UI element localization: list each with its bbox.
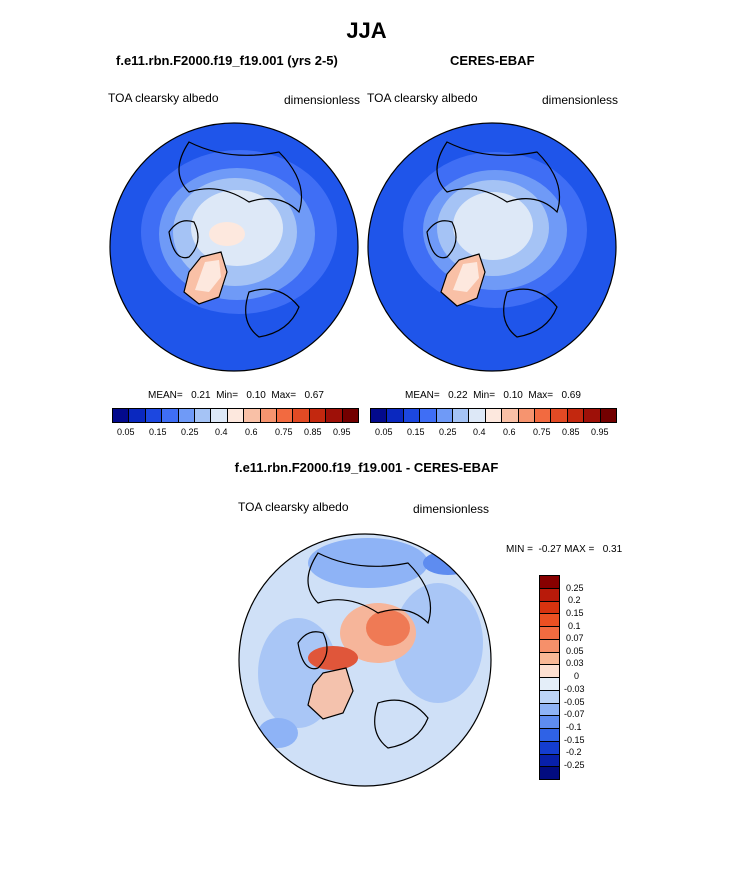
model-colorbar [112,408,359,423]
colorbar-swatch [540,754,559,768]
colorbar-swatch [540,639,559,653]
colorbar-swatch [113,409,130,422]
season-title: JJA [346,18,387,43]
diff-tick-label: 0.03 [566,658,584,668]
diff-tick-label: 0.2 [568,595,581,605]
diff-tick-label: -0.07 [564,709,585,719]
diff-tick-label: -0.05 [564,697,585,707]
diff-panel-title: f.e11.rbn.F2000.f19_f19.001 - CERES-EBAF [234,460,499,475]
model-panel-title: f.e11.rbn.F2000.f19_f19.001 (yrs 2-5) [116,53,338,68]
colorbar-swatch [540,601,559,615]
model-tick-label: 0.25 [181,427,199,437]
obs-albedo-map [367,122,617,372]
colorbar-swatch [195,409,212,422]
colorbar-swatch [535,409,552,422]
colorbar-swatch [540,627,559,640]
model-tick-label: 0.15 [149,427,167,437]
diff-tick-label: 0.05 [566,646,584,656]
colorbar-swatch [211,409,228,422]
obs-tick-label: 0.95 [591,427,609,437]
model-tick-label: 0.05 [117,427,135,437]
colorbar-swatch [453,409,470,422]
colorbar-swatch [485,409,503,422]
diff-tick-label: -0.25 [564,760,585,770]
obs-tick-label: 0.75 [533,427,551,437]
colorbar-swatch [540,588,559,602]
diff-tick-label: 0 [574,671,580,681]
diff-tick-label: -0.03 [564,684,585,694]
diff-colorbar [539,575,560,780]
colorbar-swatch [469,409,486,422]
diff-stats: MIN = -0.27 MAX = 0.31 [506,544,623,555]
obs-tick-label: 0.05 [375,427,393,437]
colorbar-swatch [540,665,559,678]
diff-tick-label: -0.2 [566,747,582,757]
colorbar-swatch [326,409,343,422]
diff-tick-label: 0.25 [566,583,584,593]
model-units-label: dimensionless [284,93,361,107]
colorbar-swatch [540,576,559,589]
diff-tick-label: 0.15 [566,608,584,618]
colorbar-swatch [551,409,568,422]
colorbar-swatch [260,409,278,422]
colorbar-swatch [567,409,585,422]
model-tick-label: 0.85 [304,427,322,437]
colorbar-swatch [436,409,454,422]
colorbar-swatch [584,409,601,422]
model-variable-label: TOA clearsky albedo [108,91,219,105]
colorbar-swatch [540,678,559,691]
colorbar-swatch [227,409,245,422]
model-tick-label: 0.4 [215,427,228,437]
colorbar-swatch [277,409,294,422]
colorbar-swatch [540,741,559,755]
diff-tick-label: 0.07 [566,633,584,643]
colorbar-swatch [540,703,559,717]
colorbar-swatch [371,409,388,422]
colorbar-swatch [178,409,196,422]
colorbar-swatch [540,690,559,704]
obs-panel-title: CERES-EBAF [450,53,535,68]
model-tick-label: 0.6 [245,427,258,437]
obs-tick-label: 0.4 [473,427,486,437]
diff-tick-label: -0.15 [564,735,585,745]
obs-tick-label: 0.85 [562,427,580,437]
model-stats: MEAN= 0.21 Min= 0.10 Max= 0.67 [148,390,324,401]
obs-variable-label: TOA clearsky albedo [367,91,478,105]
obs-stats: MEAN= 0.22 Min= 0.10 Max= 0.69 [405,390,581,401]
diff-variable-label: TOA clearsky albedo [238,500,349,514]
diff-tick-label: 0.1 [568,621,581,631]
diff-units-label: dimensionless [413,502,490,516]
obs-colorbar [370,408,617,423]
colorbar-swatch [342,409,359,422]
obs-tick-label: 0.15 [407,427,425,437]
obs-units-label: dimensionless [542,93,619,107]
obs-tick-label: 0.6 [503,427,516,437]
colorbar-swatch [145,409,163,422]
colorbar-swatch [540,716,559,729]
colorbar-swatch [518,409,536,422]
colorbar-swatch [309,409,327,422]
diff-tick-label: -0.1 [566,722,582,732]
obs-tick-label: 0.25 [439,427,457,437]
colorbar-swatch [403,409,421,422]
colorbar-swatch [293,409,310,422]
colorbar-swatch [502,409,519,422]
model-tick-label: 0.95 [333,427,351,437]
model-tick-label: 0.75 [275,427,293,437]
colorbar-swatch [540,614,559,627]
colorbar-swatch [244,409,261,422]
model-albedo-map [109,122,359,372]
colorbar-swatch [387,409,404,422]
colorbar-swatch [600,409,617,422]
colorbar-swatch [162,409,179,422]
colorbar-swatch [540,767,559,779]
colorbar-swatch [540,652,559,666]
colorbar-swatch [420,409,437,422]
colorbar-swatch [129,409,146,422]
diff-albedo-map [238,533,492,787]
colorbar-swatch [540,729,559,742]
